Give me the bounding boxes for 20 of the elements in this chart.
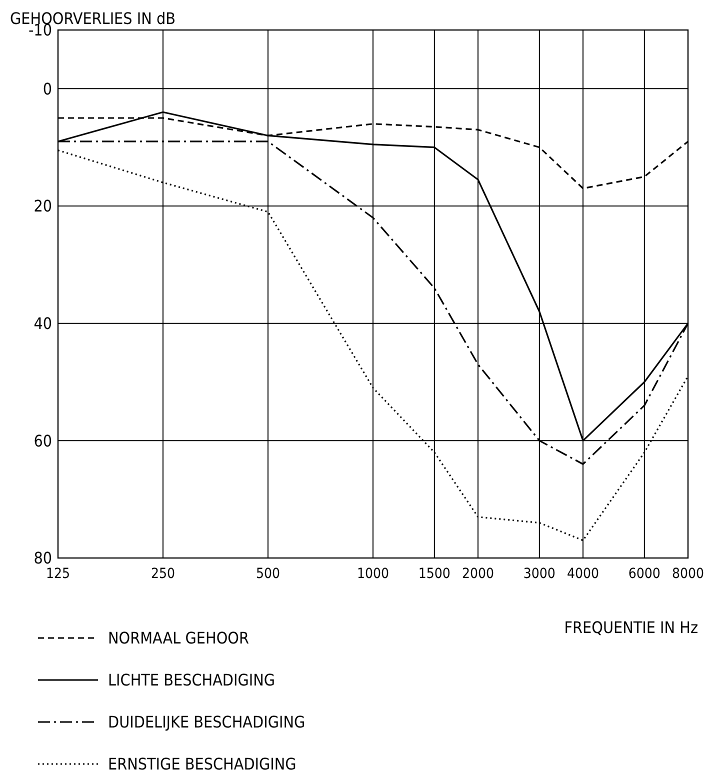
y-tick-label: 20 [34, 196, 52, 216]
x-tick-label: 1000 [356, 566, 390, 582]
x-tick-label: 8000 [672, 566, 704, 582]
x-tick-label: 500 [256, 566, 280, 582]
y-tick-label: 0 [42, 79, 52, 98]
legend-label: LICHTE BESCHADIGING [108, 670, 276, 690]
y-tick-label: 60 [34, 431, 52, 450]
x-tick-label: 1500 [418, 566, 450, 582]
legend-label: DUIDELIJKE BESCHADIGING [108, 712, 306, 732]
x-tick-label: 6000 [628, 566, 660, 582]
x-tick-label: 3000 [523, 566, 556, 582]
legend-label: ERNSTIGE BESCHADIGING [108, 754, 296, 774]
x-tick-label: 125 [46, 566, 70, 582]
legend-label: NORMAAL GEHOOR [108, 628, 249, 648]
y-tick-label: 40 [34, 314, 52, 333]
x-tick-label: 2000 [462, 566, 494, 582]
x-tick-label: 4000 [566, 566, 600, 582]
x-axis-title: FREQUENTIE IN Hz [564, 618, 698, 637]
y-tick-label: 80 [34, 548, 52, 568]
x-tick-label: 250 [150, 566, 176, 582]
